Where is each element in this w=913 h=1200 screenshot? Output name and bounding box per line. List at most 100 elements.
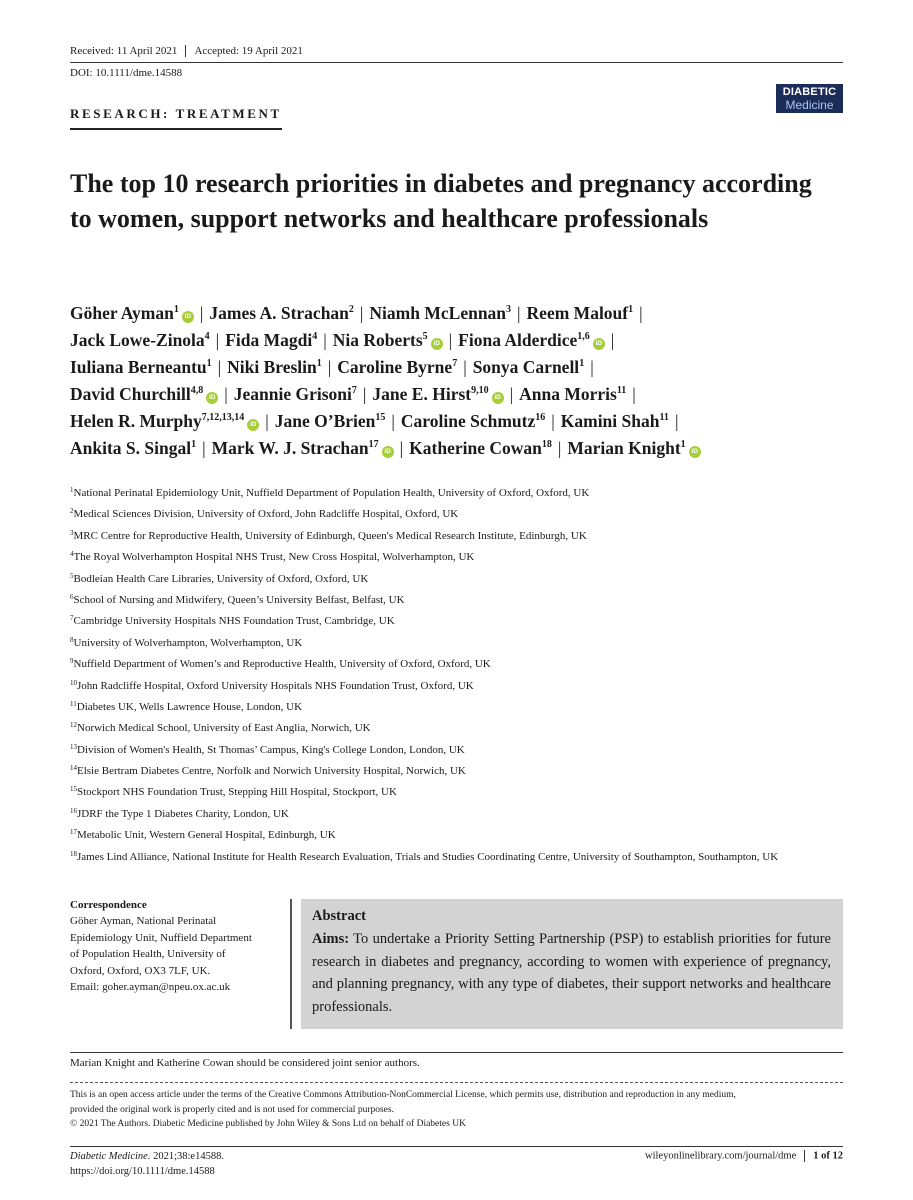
affiliation-text: School of Nursing and Midwifery, Queen’s… <box>73 593 405 606</box>
author-separator: | <box>632 384 636 404</box>
affiliation-number: 3 <box>70 528 74 537</box>
affiliation-number: 11 <box>70 699 77 708</box>
author-affiliation-number: 16 <box>535 412 546 423</box>
affiliation-number: 1 <box>70 486 74 494</box>
footer-doi-link[interactable]: https://doi.org/10.1111/dme.14588 <box>70 1165 215 1177</box>
author-line: Helen R. Murphy7,12,13,14iD | Jane O’Brien… <box>70 408 850 435</box>
affiliation-number: 8 <box>70 635 74 644</box>
affiliation-number: 12 <box>70 721 77 730</box>
author-name: Jane E. Hirst <box>372 384 472 404</box>
author-separator: | <box>674 411 679 431</box>
affiliation-number: 9 <box>70 657 74 666</box>
author-affiliation-number: 4 <box>204 331 210 342</box>
author-name: Reem Malouf <box>526 303 629 323</box>
author-affiliation-number: 1,6 <box>577 331 590 342</box>
author-separator: | <box>399 438 404 458</box>
author-affiliation-number: 1 <box>579 358 585 369</box>
affiliation-item: 6School of Nursing and Midwifery, Queen’… <box>70 590 860 611</box>
author-separator: | <box>639 303 643 323</box>
affiliation-text: Diabetes UK, Wells Lawrence House, Londo… <box>76 700 303 713</box>
article-dates: Received: 11 April 2021 Accepted: 19 Apri… <box>70 45 303 58</box>
author-line: Jack Lowe-Zinola4 | Fida Magdi4 | Nia Robert… <box>70 327 850 354</box>
correspondence-line: Göher Ayman, National Perinatal <box>70 915 217 928</box>
author-name: Katherine Cowan <box>409 438 542 458</box>
author-separator: | <box>265 411 269 431</box>
affiliation-text: Division of Women's Health, St Thomas’ C… <box>77 743 465 756</box>
footer-separator <box>804 1150 806 1162</box>
author-separator: | <box>362 384 367 404</box>
author-name: Ankita S. Singal <box>70 438 192 458</box>
author-affiliation-number: 2 <box>348 304 354 315</box>
author-name: Fiona Alderdice <box>458 330 578 350</box>
author-affiliation-number: 11 <box>659 412 669 423</box>
affiliation-item: 14Elsie Bertram Diabetes Centre, Norfolk… <box>70 761 860 782</box>
affiliation-number: 15 <box>70 785 77 794</box>
correspondence-email[interactable]: Email: goher.ayman@npeu.ox.ac.uk <box>70 981 231 994</box>
author-name: Jeannie Grisoni <box>233 384 352 404</box>
author-separator: | <box>517 303 521 323</box>
accepted-date: Accepted: 19 April 2021 <box>194 45 303 57</box>
orcid-icon[interactable]: iD <box>688 446 701 458</box>
license-line: This is an open access article under the… <box>70 1090 736 1100</box>
affiliation-text: National Perinatal Epidemiology Unit, Nu… <box>73 487 590 499</box>
author-name: Caroline Byrne <box>337 357 453 377</box>
affiliation-number: 18 <box>70 849 77 858</box>
author-affiliation-number: 7 <box>351 385 357 396</box>
footer-journal: Diabetic Medicine. <box>70 1151 151 1162</box>
orcid-icon[interactable]: iD <box>592 338 605 350</box>
correspondence-line: Epidemiology Unit, Nuffield Department <box>70 931 252 944</box>
author-separator: | <box>224 384 228 404</box>
correspondence-line: of Population Health, University of <box>70 948 226 961</box>
author-affiliation-number: 1 <box>206 358 212 369</box>
author-affiliation-number: 15 <box>375 412 386 423</box>
affiliation-text: Cambridge University Hospitals NHS Found… <box>73 615 395 628</box>
orcid-icon[interactable]: iD <box>430 338 443 350</box>
note-rule <box>70 1052 843 1053</box>
author-name: Helen R. Murphy <box>70 411 202 431</box>
author-name: David Churchill <box>70 384 191 404</box>
affiliation-item: 1National Perinatal Epidemiology Unit, N… <box>70 483 860 504</box>
affiliation-item: 8University of Wolverhampton, Wolverhamp… <box>70 633 860 654</box>
affiliation-number: 7 <box>70 614 74 623</box>
orcid-icon[interactable]: iD <box>381 446 394 458</box>
author-separator: | <box>215 330 220 350</box>
affiliation-item: 5Bodleian Health Care Libraries, Univers… <box>70 569 860 590</box>
affiliation-text: Medical Sciences Division, University of… <box>73 508 459 521</box>
author-affiliation-number: 5 <box>422 331 428 342</box>
orcid-icon[interactable]: iD <box>491 392 504 404</box>
footer-site-link[interactable]: wileyonlinelibrary.com/journal/dme <box>645 1150 797 1162</box>
author-affiliation-number: 4,8 <box>190 385 204 396</box>
affiliation-text: John Radcliffe Hospital, Oxford Universi… <box>77 679 474 692</box>
orcid-icon[interactable]: iD <box>206 392 219 404</box>
orcid-icon[interactable]: iD <box>181 311 194 323</box>
author-affiliation-number: 7,12,13,14 <box>201 412 245 423</box>
author-separator: | <box>509 384 514 404</box>
affiliation-item: 16JDRF the Type 1 Diabetes Charity, Lond… <box>70 804 860 825</box>
affiliation-item: 11Diabetes UK, Wells Lawrence House, Lon… <box>70 697 860 718</box>
author-name: James A. Strachan <box>209 303 349 323</box>
aims-label: Aims: <box>312 931 350 947</box>
orcid-icon[interactable]: iD <box>247 419 260 431</box>
author-line: David Churchill4,8iD | Jeannie Grisoni7 | Ja… <box>70 381 850 408</box>
affiliation-item: 10John Radcliffe Hospital, Oxford Univer… <box>70 676 860 697</box>
logo-line-1: DIABETIC <box>782 86 837 98</box>
author-line: Iuliana Berneantu1 | Niki Breslin1 | Carolin… <box>70 354 850 381</box>
license-dashed-rule <box>70 1082 843 1083</box>
author-name: Kamini Shah <box>560 411 660 431</box>
affiliation-number: 10 <box>70 678 77 687</box>
license-line: provided the original work is properly c… <box>70 1104 394 1115</box>
footer-volume: 2021;38:e14588. <box>150 1151 224 1162</box>
header-doi[interactable]: DOI: 10.1111/dme.14588 <box>70 67 183 79</box>
author-name: Jack Lowe-Zinola <box>70 330 205 350</box>
affiliation-text: Stockport NHS Foundation Trust, Stepping… <box>77 786 397 799</box>
author-affiliation-number: 18 <box>541 439 552 450</box>
affiliation-number: 2 <box>70 507 74 516</box>
author-name: Iuliana Berneantu <box>70 357 207 377</box>
affiliation-number: 14 <box>70 764 77 773</box>
affiliation-item: 12Norwich Medical School, University of … <box>70 718 860 739</box>
affiliation-text: Bodleian Health Care Libraries, Universi… <box>73 572 369 585</box>
affiliation-text: The Royal Wolverhampton Hospital NHS Tru… <box>73 551 475 564</box>
page-number: 1 of 12 <box>813 1150 843 1162</box>
author-separator: | <box>557 438 562 458</box>
author-affiliation-number: 1 <box>680 439 686 450</box>
